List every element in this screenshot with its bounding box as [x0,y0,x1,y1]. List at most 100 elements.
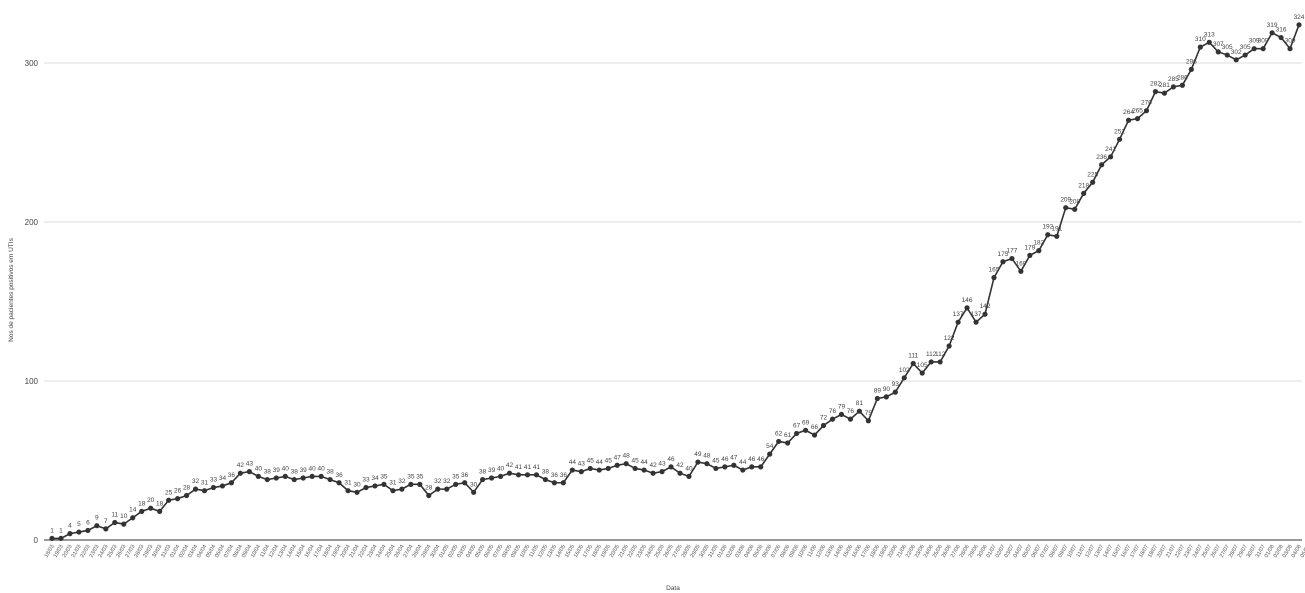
y-tick-label: 200 [25,218,39,227]
data-label: 66 [811,424,819,431]
data-point [1242,52,1248,58]
data-label: 31 [344,480,352,487]
data-label: 282 [1150,81,1161,88]
data-label: 32 [192,478,200,485]
data-point [686,473,692,479]
data-point [1054,233,1060,239]
data-point [273,475,279,481]
y-tick-label: 300 [25,59,39,68]
data-point [874,395,880,402]
data-label: 61 [784,432,792,439]
data-point [578,469,584,475]
data-label: 72 [820,415,828,422]
data-label: 285 [1168,76,1179,83]
data-point [291,476,297,483]
data-label: 270 [1141,100,1152,107]
data-label: 241 [1105,146,1116,153]
x-tick-label: 11/06 [806,544,818,559]
data-label: 43 [658,461,666,468]
data-label: 1 [59,527,63,534]
data-label: 112 [926,351,937,358]
data-label: 36 [461,472,469,479]
data-label: 42 [506,462,514,469]
data-label: 76 [829,408,837,415]
data-label: 67 [793,422,801,429]
data-label: 281 [1159,82,1170,89]
data-label: 169 [1015,260,1026,267]
data-label: 46 [667,456,675,463]
data-label: 191 [1051,225,1062,232]
data-label: 208 [1069,198,1080,205]
data-point [255,473,261,479]
data-point [964,305,970,311]
data-point [1251,46,1257,52]
data-label: 93 [892,381,900,388]
data-point [560,480,566,486]
data-label: 4 [68,523,72,530]
data-label: 47 [730,454,738,461]
data-label: 305 [1222,44,1233,51]
data-point [596,467,602,473]
data-point [1000,259,1006,265]
data-label: 43 [578,461,586,468]
data-point [1143,108,1150,114]
data-point [67,531,73,537]
data-point [605,465,611,472]
data-point [130,515,136,521]
data-point [94,523,100,529]
data-label: 46 [748,456,756,463]
data-label: 38 [264,469,272,476]
data-point [121,521,127,527]
data-point [408,481,414,487]
data-label: 218 [1078,182,1089,189]
data-label: 41 [533,464,541,471]
data-label: 25 [165,489,173,496]
data-label: 39 [488,467,496,474]
data-label: 18 [138,500,146,507]
data-point [148,505,154,511]
data-point [928,359,934,365]
data-point [49,535,55,542]
data-point [1081,190,1087,196]
data-point [767,451,773,457]
data-point [166,497,172,503]
data-label: 41 [524,464,532,471]
data-point [838,411,845,417]
data-point [1063,205,1069,211]
data-point [372,483,378,489]
data-label: 209 [1060,197,1071,204]
data-point [363,484,369,491]
data-point [731,462,737,468]
data-label: 38 [291,469,299,476]
data-label: 313 [1204,31,1215,38]
data-point [1179,82,1185,88]
data-point [480,476,486,483]
data-label: 192 [1042,224,1053,231]
data-point [417,481,423,487]
data-point [991,275,997,281]
gridlines [44,62,1302,382]
data-point [183,492,190,499]
data-label: 48 [623,453,631,460]
y-tick-label: 0 [34,536,39,545]
data-point [973,319,979,325]
data-point [381,481,387,487]
data-label: 35 [416,473,424,480]
data-point [1152,89,1159,95]
data-point [1287,46,1293,52]
data-point [641,467,647,473]
data-point [865,418,871,424]
data-label: 146 [962,297,973,304]
data-point [318,473,324,479]
data-point [794,430,800,437]
data-point [632,465,638,472]
data-label: 38 [542,469,550,476]
data-label: 44 [640,459,648,466]
data-point [435,486,441,492]
data-label: 32 [434,478,442,485]
data-point [713,465,719,472]
data-label: 179 [1024,244,1035,251]
data-label: 165 [989,267,1000,274]
data-label: 7 [104,518,108,525]
data-label: 34 [219,475,227,482]
